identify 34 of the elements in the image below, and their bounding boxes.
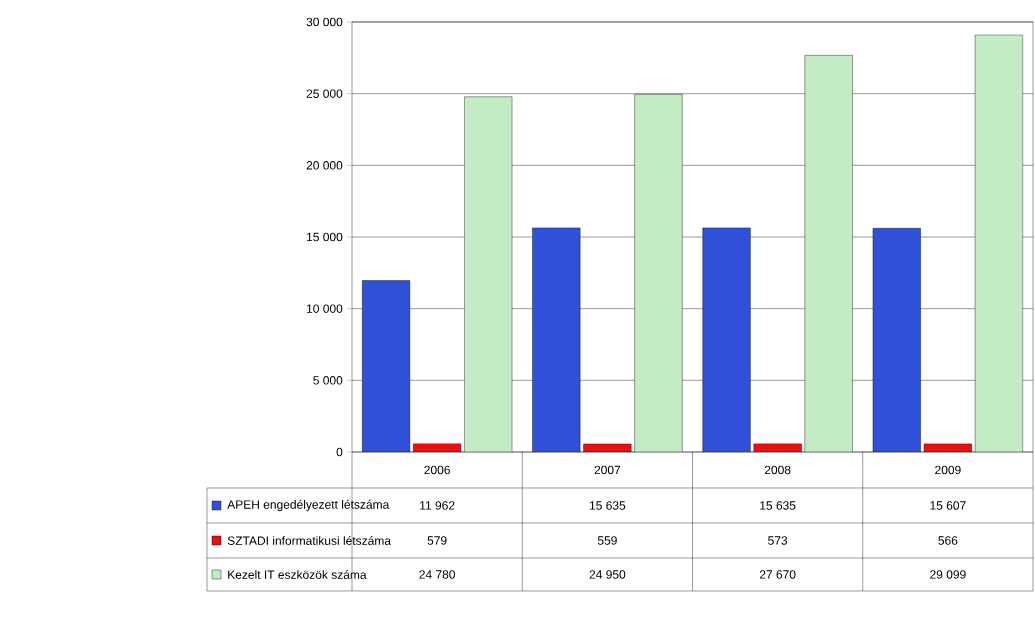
data-label: 29 099 (930, 570, 966, 579)
x-tick-label: 2009 (935, 465, 961, 475)
y-tick-label: 10 000 (307, 304, 343, 313)
y-tick-label: 30 000 (306, 17, 343, 27)
data-label: 15 635 (589, 501, 626, 510)
bar (804, 55, 853, 452)
data-label: 24 950 (589, 570, 626, 579)
data-label: 11 962 (420, 501, 455, 510)
data-label: 27 670 (759, 570, 796, 579)
y-tick-label: 20 000 (306, 161, 343, 170)
x-tick-label: 2006 (424, 465, 450, 475)
y-tick-label: 5 000 (313, 376, 343, 385)
bar (872, 228, 921, 452)
bar (634, 94, 683, 452)
y-tick-label: 25 000 (306, 89, 343, 98)
data-label: 24 780 (419, 570, 455, 579)
x-tick-label: 2007 (594, 465, 621, 475)
y-tick-label: 15 000 (307, 232, 343, 242)
data-label: 579 (427, 536, 447, 545)
bar (974, 34, 1023, 452)
bar (464, 96, 513, 452)
data-label: 559 (597, 536, 617, 545)
legend-label: SZTADI informatikusi létszáma (227, 536, 391, 545)
legend-label: APEH engedélyezett létszáma (227, 499, 390, 512)
bar (362, 280, 411, 452)
x-tick-label: 2008 (764, 465, 791, 475)
bar (532, 227, 581, 452)
data-label: 15 635 (760, 501, 796, 510)
legend-label: Kezelt IT eszközök száma (228, 570, 367, 579)
bar (702, 227, 751, 452)
y-tick-label: 0 (336, 447, 343, 457)
data-label: 573 (768, 536, 788, 545)
data-label: 566 (938, 536, 958, 545)
data-label: 15 607 (930, 501, 966, 510)
